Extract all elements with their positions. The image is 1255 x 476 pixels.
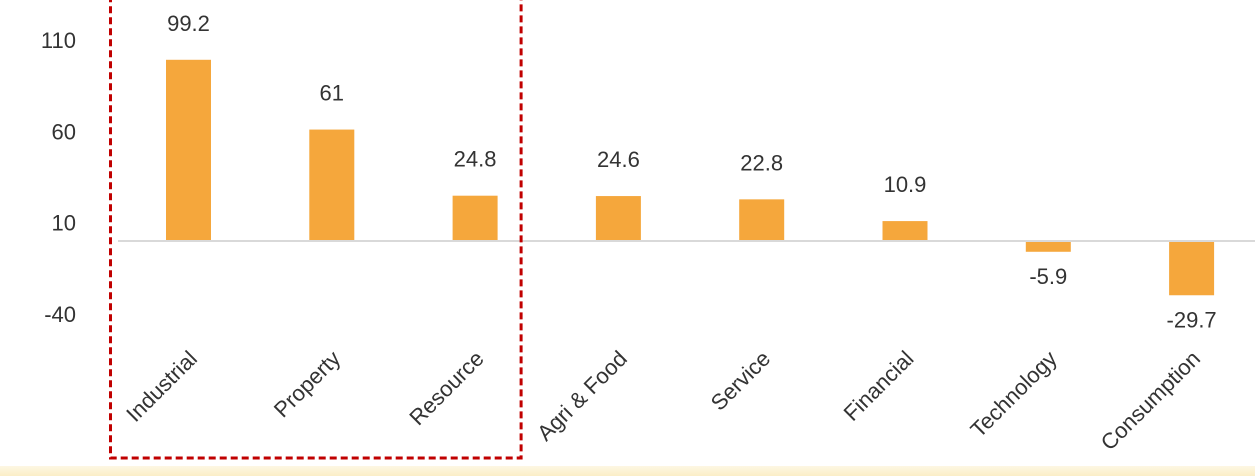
category-labels: Industrial Property Resource Agri & Food Ser… [121, 346, 1205, 455]
bar [452, 195, 498, 241]
data-label: 22.8 [740, 150, 783, 175]
y-tick-label: 10 [52, 211, 76, 236]
y-tick-label: -40 [44, 302, 76, 327]
highlight-box [109, 0, 523, 460]
category-label: Property [269, 346, 345, 422]
bar [166, 59, 211, 242]
bottom-band [0, 466, 1255, 476]
bar [1025, 241, 1071, 252]
y-tick-label: 110 [41, 28, 76, 53]
data-label: 61 [320, 81, 344, 106]
y-axis-ticks: 110 60 10 -40 [41, 28, 76, 327]
data-label: -5.9 [1029, 264, 1067, 289]
data-labels: 99.2 61 24.8 24.6 22.8 10.9 -5.9 -29.7 [167, 11, 1217, 332]
bar [1169, 241, 1215, 296]
bar [739, 199, 785, 241]
bar [595, 196, 641, 241]
bar [309, 129, 355, 241]
category-label: Financial [839, 346, 919, 426]
category-label: Agri & Food [532, 346, 632, 446]
category-label: Technology [965, 346, 1061, 442]
category-label: Consumption [1096, 346, 1205, 455]
y-tick-label: 60 [52, 119, 76, 144]
data-label: 24.8 [454, 147, 497, 172]
data-label: 24.6 [597, 147, 640, 172]
data-label: -29.7 [1167, 307, 1217, 332]
data-label: 99.2 [167, 11, 210, 36]
data-label: 10.9 [884, 172, 927, 197]
category-label: Industrial [121, 346, 202, 427]
bars [166, 59, 1215, 296]
category-label: Service [706, 346, 776, 416]
bar [882, 221, 928, 241]
category-label: Resource [404, 346, 488, 430]
